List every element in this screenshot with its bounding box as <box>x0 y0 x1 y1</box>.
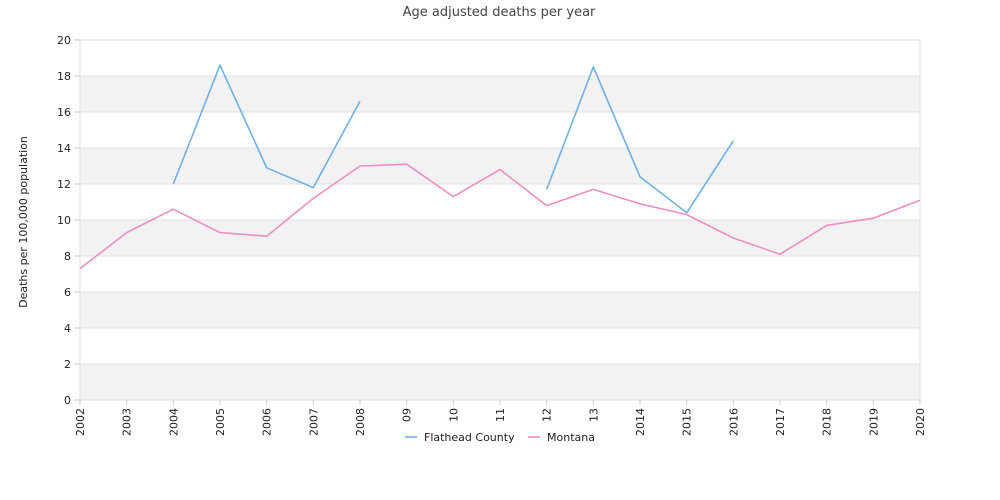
x-tick-label: 2017 <box>774 408 787 436</box>
chart-title: Age adjusted deaths per year <box>403 5 596 20</box>
x-tick-label: 2008 <box>354 408 367 436</box>
series-line-1 <box>79 163 921 270</box>
legend-item[interactable]: Montana <box>528 431 595 444</box>
x-tick-label: 2005 <box>214 408 227 436</box>
y-tick-label: 2 <box>64 358 71 371</box>
series-line-0 <box>172 64 361 189</box>
y-axis-label: Deaths per 100,000 population <box>17 136 30 308</box>
y-axis-ticks: 0 2 4 6 8 10 12 14 16 18 20 <box>57 34 80 407</box>
grid-band <box>80 220 920 256</box>
legend-label: Montana <box>547 431 595 444</box>
y-tick-label: 10 <box>57 214 71 227</box>
y-tick-label: 14 <box>57 142 71 155</box>
series-lines <box>79 64 921 270</box>
x-tick-label: 2006 <box>261 408 274 436</box>
x-tick-label: 2003 <box>121 408 134 436</box>
x-tick-label: 09 <box>401 408 414 422</box>
x-tick-label: 2020 <box>914 408 927 436</box>
x-tick-label: 2004 <box>167 408 180 436</box>
x-tick-label: 2015 <box>681 408 694 436</box>
y-tick-label: 4 <box>64 322 71 335</box>
grid-band <box>80 76 920 112</box>
x-tick-label: 2014 <box>634 408 647 436</box>
grid-band <box>80 292 920 328</box>
x-tick-label: 2019 <box>867 408 880 436</box>
grid-band <box>80 364 920 400</box>
x-tick-label: 2018 <box>821 408 834 436</box>
grid-band <box>80 148 920 184</box>
x-tick-label: 2007 <box>307 408 320 436</box>
y-tick-label: 16 <box>57 106 71 119</box>
legend-item[interactable]: Flathead County <box>405 431 515 444</box>
x-tick-label: 10 <box>447 408 460 422</box>
x-tick-label: 2016 <box>727 408 740 436</box>
x-tick-label: 2002 <box>74 408 87 436</box>
grid-bands <box>80 76 920 400</box>
y-tick-label: 20 <box>57 34 71 47</box>
y-tick-label: 12 <box>57 178 71 191</box>
legend[interactable]: Flathead County Montana <box>405 431 595 444</box>
series-line-0 <box>545 66 734 214</box>
y-tick-label: 8 <box>64 250 71 263</box>
x-tick-label: 11 <box>494 408 507 422</box>
x-tick-label: 12 <box>541 408 554 422</box>
x-tick-label: 13 <box>587 408 600 422</box>
y-tick-label: 0 <box>64 394 71 407</box>
legend-label: Flathead County <box>424 431 515 444</box>
y-tick-label: 6 <box>64 286 71 299</box>
y-tick-label: 18 <box>57 70 71 83</box>
x-axis-ticks: 2002 2003 2004 2005 2006 2007 2008 09 10 11 12 13 20… <box>74 400 927 436</box>
